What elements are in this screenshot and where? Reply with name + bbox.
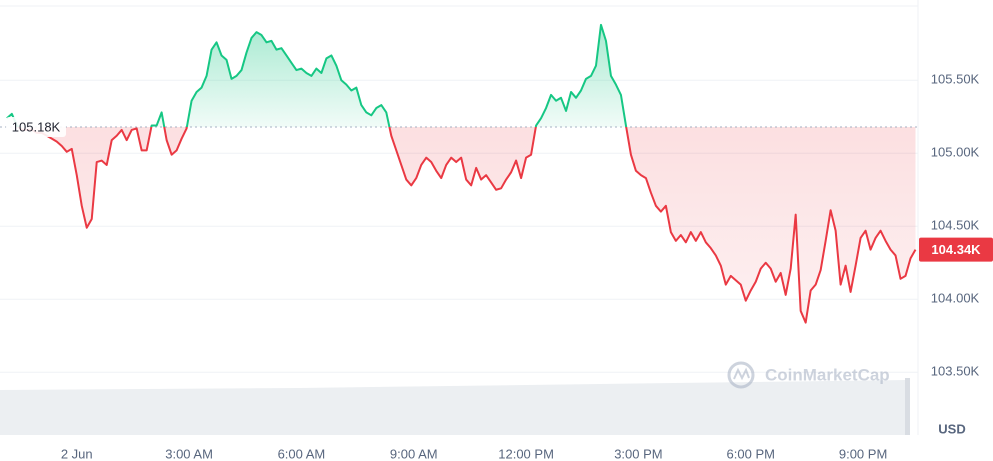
x-tick-label: 2 Jun	[61, 446, 93, 461]
plot: 105.18K	[0, 23, 918, 324]
currency-label: USD	[938, 421, 965, 436]
watermark-logo	[733, 367, 750, 381]
watermark: CoinMarketCap	[727, 361, 890, 389]
volume-band	[905, 378, 910, 435]
area-fill	[6, 24, 916, 323]
y-tick-label: 105.00K	[931, 145, 980, 160]
y-tick-label: 105.50K	[931, 72, 980, 87]
x-tick-label: 6:00 AM	[278, 446, 326, 461]
y-tick-label: 103.50K	[931, 364, 980, 379]
watermark-text: CoinMarketCap	[765, 365, 890, 384]
x-tick-label: 9:00 AM	[390, 446, 438, 461]
baseline-label-box	[6, 116, 66, 137]
x-tick-label: 12:00 PM	[498, 446, 554, 461]
x-tick-label: 6:00 PM	[727, 446, 775, 461]
x-tick-label: 3:00 PM	[614, 446, 662, 461]
last-value-box	[919, 237, 993, 262]
last-value-label: 104.34K	[931, 242, 981, 257]
x-tick-label: 3:00 AM	[165, 446, 213, 461]
x-tick-label: 9:00 PM	[839, 446, 887, 461]
volume-band	[0, 380, 905, 435]
y-tick-label: 104.00K	[931, 291, 980, 306]
watermark-logo	[727, 361, 755, 389]
baseline-label: 105.18K	[12, 119, 61, 134]
y-tick-label: 104.50K	[931, 218, 980, 233]
price-line	[6, 23, 917, 324]
